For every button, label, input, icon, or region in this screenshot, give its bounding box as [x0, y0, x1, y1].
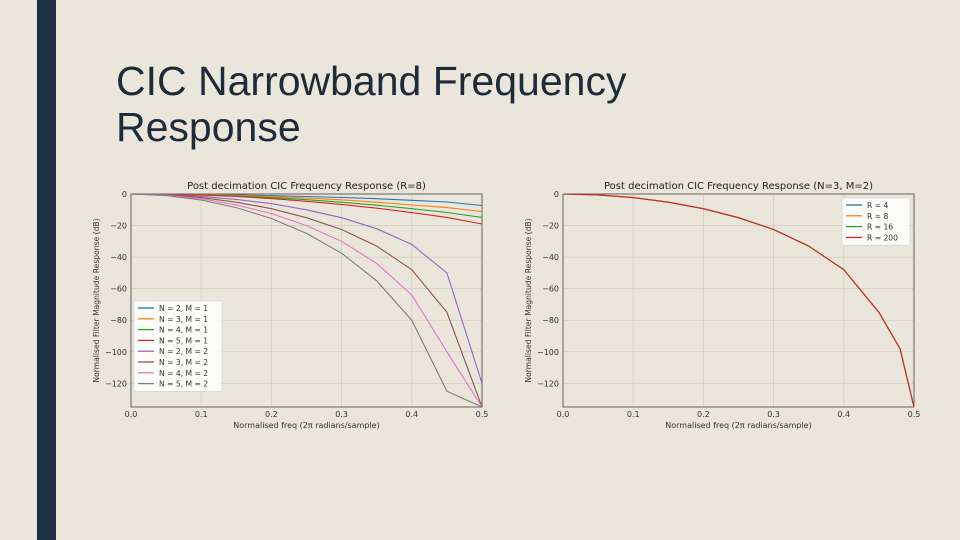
legend-label: N = 4, M = 2 — [159, 369, 208, 378]
y-tick-label: −60 — [542, 285, 559, 294]
legend-label: N = 5, M = 1 — [159, 336, 208, 345]
slide-title-line-1: CIC Narrowband Frequency — [116, 58, 627, 104]
plot-frame — [130, 193, 483, 408]
series-line-n-5-m-1 — [131, 194, 482, 225]
legend-box — [841, 197, 911, 246]
legend-label: R = 16 — [867, 223, 893, 232]
y-axis-label: Normalised Filter Magnitude Response (dB… — [92, 218, 101, 382]
y-tick-label: −20 — [110, 222, 127, 231]
slide-title-line-2: Response — [116, 104, 301, 150]
series-line-r-200 — [563, 194, 914, 407]
series-group — [563, 194, 914, 407]
legend-label: N = 4, M = 1 — [159, 326, 208, 335]
legend-label: N = 2, M = 2 — [159, 347, 208, 356]
legend-box — [133, 300, 223, 392]
x-tick-label: 0.3 — [767, 410, 780, 419]
y-tick-label: −80 — [110, 316, 127, 325]
y-axis-label: Normalised Filter Magnitude Response (dB… — [524, 218, 533, 382]
y-tick-label: −120 — [537, 379, 559, 388]
legend-label: N = 5, M = 2 — [159, 380, 208, 389]
legend-label: N = 3, M = 2 — [159, 358, 208, 367]
slide-title: CIC Narrowband Frequency Response — [116, 58, 816, 150]
plot-frame — [562, 193, 915, 408]
y-tick-label: −100 — [105, 348, 127, 357]
x-tick-label: 0.1 — [195, 410, 208, 419]
legend-label: N = 2, M = 1 — [159, 304, 208, 313]
x-tick-label: 0.2 — [697, 410, 710, 419]
y-tick-label: −100 — [537, 348, 559, 357]
frequency-response-chart-n3-m2: 0.0 0.1 0.2 0.3 0.4 0.5 0 −20 −40 −60 −80 −100 −120 P… — [524, 181, 921, 430]
y-tick-label: −60 — [110, 285, 127, 294]
x-axis-label: Normalised freq (2π radians/sample) — [665, 421, 811, 430]
series-line-n-5-m-2 — [131, 194, 482, 407]
left-accent-bar — [37, 0, 56, 540]
x-axis-label: Normalised freq (2π radians/sample) — [233, 421, 379, 430]
y-tick-label: −40 — [110, 253, 127, 262]
y-tick-label: 0 — [554, 190, 559, 199]
series-line-n-3-m-2 — [131, 194, 482, 407]
x-tick-label: 0.0 — [125, 410, 138, 419]
x-tick-label: 0.5 — [476, 410, 489, 419]
x-tick-label: 0.1 — [627, 410, 640, 419]
y-tick-label: −20 — [542, 222, 559, 231]
x-tick-label: 0.2 — [265, 410, 278, 419]
legend: N = 2, M = 1N = 3, M = 1N = 4, M = 1N = … — [133, 300, 223, 392]
x-tick-label: 0.5 — [908, 410, 921, 419]
y-tick-label: −120 — [105, 379, 127, 388]
x-tick-label: 0.4 — [837, 410, 850, 419]
legend: R = 4 R = 8 R = 16R = 200 — [841, 197, 911, 246]
frequency-response-chart-r8: 0.0 0.1 0.2 0.3 0.4 0.5 0 −20 −40 −60 −80 −100 −120 P… — [92, 181, 489, 430]
y-tick-label: −40 — [542, 253, 559, 262]
x-tick-label: 0.0 — [557, 410, 570, 419]
y-tick-label: −80 — [542, 316, 559, 325]
chart-title: Post decimation CIC Frequency Response (… — [604, 181, 873, 192]
series-group — [131, 194, 482, 407]
series-line-n-2-m-2 — [131, 194, 482, 384]
legend-label: N = 3, M = 1 — [159, 315, 208, 324]
legend-label: R = 200 — [867, 233, 898, 242]
y-tick-label: 0 — [122, 190, 127, 199]
x-tick-label: 0.4 — [405, 410, 418, 419]
series-line-n-4-m-2 — [131, 194, 482, 407]
legend-label: R = 8 — [867, 212, 888, 221]
chart-title: Post decimation CIC Frequency Response (… — [187, 181, 426, 192]
x-tick-label: 0.3 — [335, 410, 348, 419]
legend-label: R = 4 — [867, 201, 888, 210]
